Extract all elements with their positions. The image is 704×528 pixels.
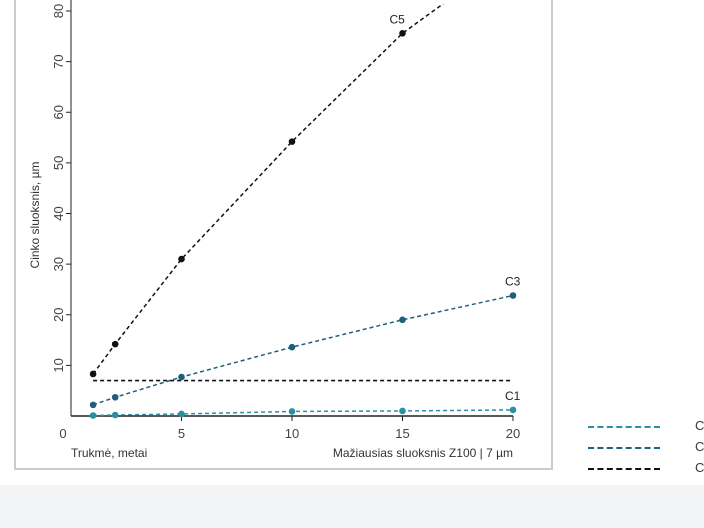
series-line-C1 <box>93 409 514 417</box>
data-point-C1-2 <box>178 410 185 418</box>
series-group <box>89 4 517 419</box>
chart-panel <box>14 0 553 470</box>
data-point-C3-3 <box>288 343 296 351</box>
x-tick-label-5: 5 <box>178 426 185 441</box>
legend-item-1: C <box>588 439 704 460</box>
data-point-C5-1 <box>111 340 119 348</box>
legend-label-0: C <box>695 418 704 433</box>
legend-item-0: C <box>588 418 704 439</box>
y-axis-title: Cinko sluoksnis, µm <box>28 162 42 269</box>
data-point-C5-4 <box>399 29 406 37</box>
y-tick-label-70: 70 <box>51 54 66 68</box>
series-label-C3: C3 <box>505 275 521 289</box>
data-point-C3-2 <box>178 373 185 381</box>
legend-line-0 <box>588 426 660 428</box>
legend-line-1 <box>588 447 660 449</box>
y-tick-label-20: 20 <box>51 308 66 322</box>
y-tick-label-60: 60 <box>51 105 66 119</box>
labels-group: 10 20 30 40 50 60 70 80 0 5 10 15 20 Cinko sluoksnis,… <box>28 4 521 460</box>
threshold-label: Mažiausias sluoksnis Z100 | 7 µm <box>333 446 513 460</box>
x-tick-label-20: 20 <box>506 426 520 441</box>
series-C3 <box>89 292 517 409</box>
axes <box>66 0 514 421</box>
page-footer-band <box>0 485 704 528</box>
legend-line-2 <box>588 468 660 470</box>
y-tick-label-30: 30 <box>51 257 66 271</box>
series-line-C3 <box>92 294 514 406</box>
legend-item-2: C <box>588 460 704 481</box>
data-point-C1-0 <box>89 412 97 419</box>
x-axis-title: Trukmė, metai <box>71 446 147 460</box>
data-point-C3-1 <box>111 393 119 401</box>
series-label-C5: C5 <box>390 12 406 26</box>
data-point-C3-5 <box>509 292 517 299</box>
series-line-C5 <box>92 4 445 375</box>
data-point-C1-1 <box>111 411 119 419</box>
data-point-C5-0 <box>89 370 97 378</box>
data-point-C3-0 <box>89 401 97 409</box>
x-tick-label-0: 0 <box>59 426 66 441</box>
data-point-C1-5 <box>509 406 517 414</box>
legend: C C C <box>588 418 704 481</box>
x-tick-label-15: 15 <box>395 426 409 441</box>
y-tick-label-10: 10 <box>51 358 66 372</box>
series-C1 <box>89 406 517 419</box>
data-point-C5-2 <box>178 255 185 263</box>
series-label-C1: C1 <box>505 389 521 403</box>
y-tick-label-80: 80 <box>51 4 66 18</box>
y-tick-label-40: 40 <box>51 206 66 220</box>
data-point-C1-4 <box>399 407 406 415</box>
series-C5 <box>89 4 445 378</box>
data-point-C3-4 <box>399 316 406 324</box>
data-point-C1-3 <box>288 408 296 415</box>
x-tick-label-10: 10 <box>285 426 299 441</box>
y-tick-label-50: 50 <box>51 156 66 170</box>
legend-label-1: C <box>695 439 704 454</box>
legend-label-2: C <box>695 460 704 475</box>
data-point-C5-3 <box>288 138 296 145</box>
